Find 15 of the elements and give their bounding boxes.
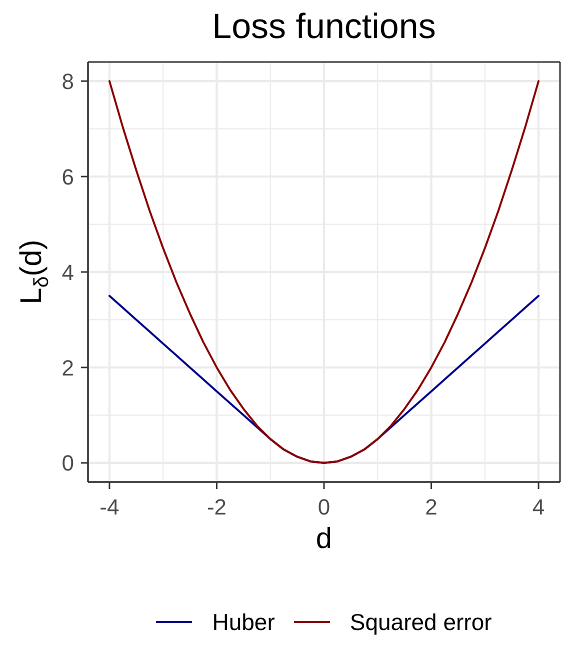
x-tick-label: 4: [532, 494, 545, 520]
y-tick-label: 8: [62, 68, 74, 94]
y-tick-label: 4: [62, 260, 74, 285]
y-tick-label: 0: [62, 450, 74, 476]
x-tick-label: -4: [100, 494, 120, 520]
chart-title: Loss functions: [211, 6, 437, 48]
y-tick-label: 2: [62, 355, 74, 380]
x-tick-label: 2: [425, 494, 438, 520]
legend-label: Huber: [212, 608, 275, 636]
x-tick-label: -2: [206, 494, 227, 520]
y-tick-label: 6: [62, 164, 74, 190]
x-axis-title: d: [316, 523, 332, 555]
line-series: [108, 80, 540, 464]
x-tick-label: 0: [318, 494, 330, 520]
legend-label: Squared error: [350, 608, 492, 636]
